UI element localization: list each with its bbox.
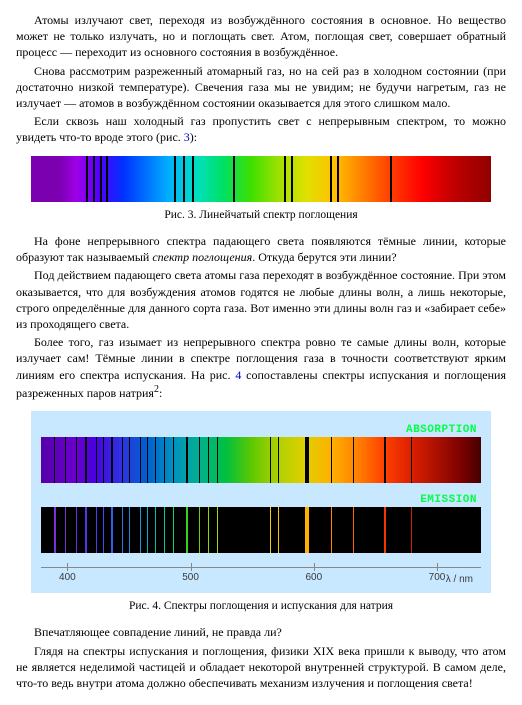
figure-3: [31, 156, 491, 202]
emission-row: EMISSION: [41, 491, 481, 553]
para-1: Атомы излучают свет, переходя из возбужд…: [16, 12, 506, 61]
axis-unit: λ / nm: [446, 573, 473, 587]
absorption-spectrum-simple: [31, 156, 491, 202]
figure-4: ABSORPTION EMISSION λ / nm 400500600700: [31, 411, 491, 593]
para-4: На фоне непрерывного спектра падающего с…: [16, 233, 506, 265]
para-8: Глядя на спектры испускания и поглощения…: [16, 643, 506, 692]
emission-spectrum: [41, 507, 481, 553]
para-2: Снова рассмотрим разреженный атомарный г…: [16, 63, 506, 112]
para-7: Впечатляющее совпадение линий, не правда…: [16, 624, 506, 640]
absorption-spectrum: [41, 437, 481, 483]
absorption-label: ABSORPTION: [406, 423, 477, 438]
wavelength-axis: λ / nm 400500600700: [41, 561, 481, 589]
figure-4-caption: Рис. 4. Спектры поглощения и испускания …: [16, 599, 506, 615]
para-5: Под действием падающего света атомы газа…: [16, 267, 506, 332]
absorption-row: ABSORPTION: [41, 421, 481, 483]
para-6: Более того, газ изымает из непрерывного …: [16, 334, 506, 401]
emission-label: EMISSION: [420, 493, 477, 508]
para-3: Если сквозь наш холодный газ пропустить …: [16, 113, 506, 145]
figure-3-caption: Рис. 3. Линейчатый спектр поглощения: [16, 208, 506, 224]
